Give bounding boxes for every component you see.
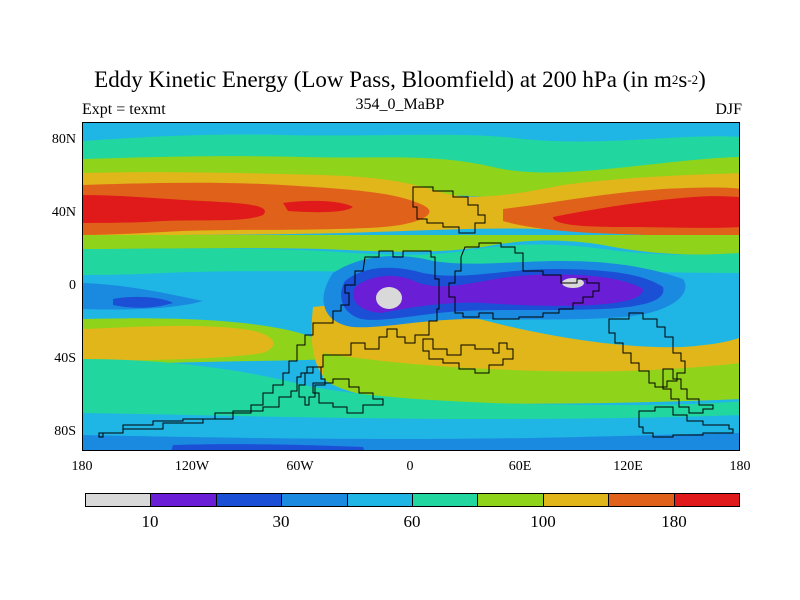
y-tick-label: 40N (51, 205, 76, 220)
land-outline-antarctic-central (312, 378, 384, 414)
y-tick-label: 80S (54, 424, 76, 439)
x-tick-label: 180 (71, 459, 93, 474)
field-north-red-west (83, 195, 265, 223)
colorbar-swatch (151, 494, 217, 506)
x-tick-label: 60W (286, 459, 314, 474)
experiment-label: Expt = texmt (82, 101, 166, 118)
field-north-red-west-2 (283, 200, 353, 213)
land-outline-antarctic-west (298, 366, 326, 406)
field-south-teal-band (83, 359, 739, 425)
field-north-red-east (553, 196, 739, 228)
x-tick-label: 120E (613, 459, 643, 474)
map-panel (82, 122, 740, 451)
y-tick-label: 80N (51, 132, 76, 147)
colorbar-label: 60 (403, 512, 421, 531)
colorbar-swatch (413, 494, 479, 506)
land-outline-eurasia (448, 242, 600, 320)
colorbar-swatch (216, 494, 283, 506)
land-outline-africa-america (98, 250, 440, 438)
contour-map (83, 123, 739, 450)
field-south-green-central (323, 353, 739, 404)
land-outline-south-island (422, 338, 514, 374)
season-label: DJF (715, 101, 742, 118)
field-equator-darkblue-west (113, 296, 173, 308)
y-tick-label: 0 (69, 278, 76, 293)
colorbar (85, 493, 740, 507)
x-tick-label: 60E (508, 459, 532, 474)
colorbar-label: 100 (530, 512, 556, 531)
colorbar-swatch (347, 494, 414, 506)
colorbar-swatch (674, 494, 740, 506)
land-outlines (98, 186, 734, 438)
field-south-yellow-west (83, 325, 274, 361)
x-tick-label: 180 (729, 459, 751, 474)
colorbar-swatch (86, 494, 152, 506)
land-outline-north (412, 186, 486, 234)
land-outline-antarctic-east (638, 406, 734, 438)
land-outline-australia (608, 312, 686, 388)
colorbar-swatch (478, 494, 544, 506)
field-south-polar-darkblue (171, 444, 365, 450)
colorbar-swatch (282, 494, 348, 506)
colorbar-label: 180 (661, 512, 687, 531)
land-outline-east-island (662, 368, 714, 414)
colorbar-label: 10 (141, 512, 159, 531)
run-id-label: 354_0_MaBP (355, 96, 445, 113)
map-title: Eddy Kinetic Energy (Low Pass, Bloomfiel… (94, 67, 706, 92)
field-green-midlat (83, 235, 739, 255)
x-tick-label: 0 (406, 459, 414, 474)
colorbar-label: 30 (272, 512, 290, 531)
x-tick-label: 120W (174, 459, 210, 474)
field-gray-minimum-atlantic (376, 287, 402, 309)
colorbar-swatch (609, 494, 675, 506)
y-tick-label: 40S (54, 351, 76, 366)
colorbar-swatch (543, 494, 610, 506)
